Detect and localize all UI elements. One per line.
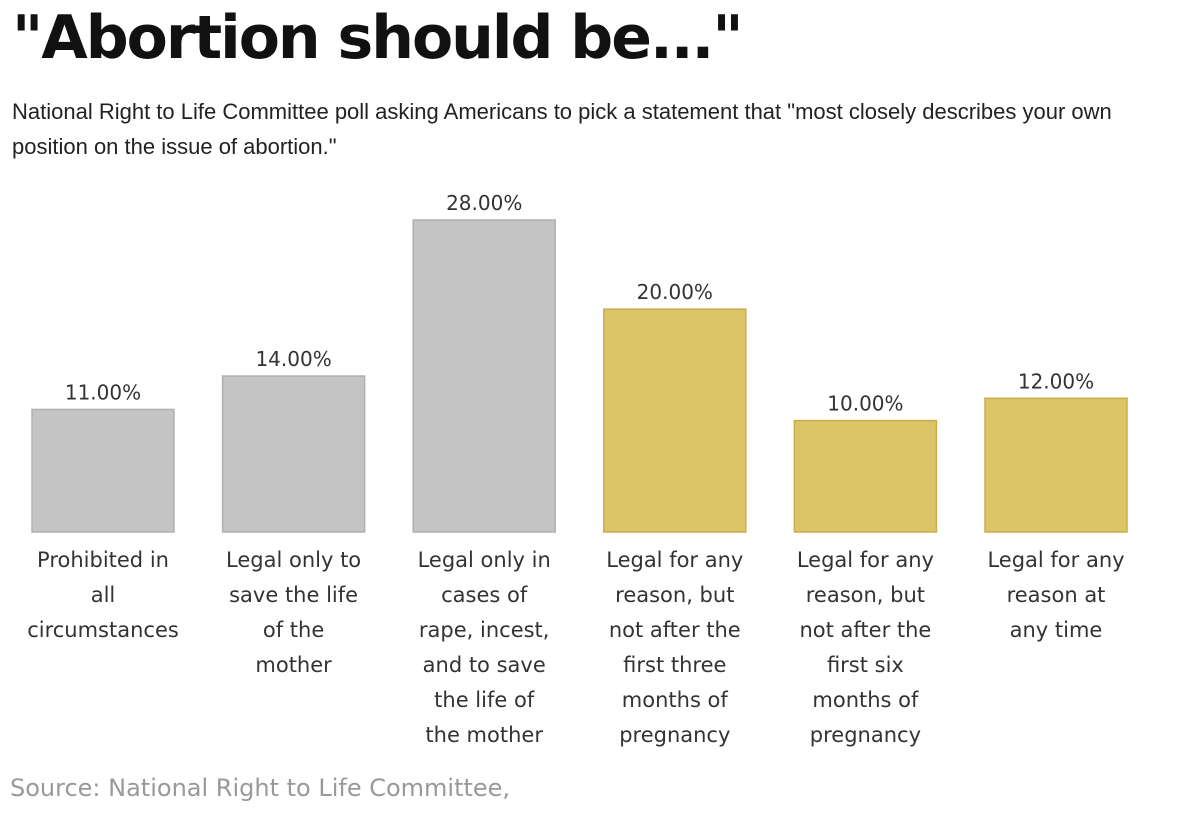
bar-3 (412, 219, 556, 533)
bar-6 (984, 397, 1128, 533)
value-label-4: 20.00% (637, 280, 713, 304)
category-label-1: Prohibited in all circumstances (27, 548, 179, 642)
category-label-3: Legal only in cases of rape, incest, and to… (418, 548, 551, 747)
chart-subtitle: National Right to Life Committee poll as… (12, 99, 1112, 159)
bar-4 (603, 308, 747, 533)
category-label-5: Legal for any reason, but not after the fir… (797, 548, 934, 747)
source-note: Source: National Right to Life Committee… (10, 774, 511, 802)
value-label-5: 10.00% (827, 392, 903, 416)
value-label-1: 11.00% (65, 380, 141, 404)
category-label-2: Legal only to save the life of the mother (226, 548, 361, 677)
category-label-4: Legal for any reason, but not after the fir… (606, 548, 743, 747)
bar-2 (221, 375, 366, 533)
value-label-3: 28.00% (446, 191, 522, 215)
bar-1 (31, 408, 175, 533)
category-label-6: Legal for any reason at any time (987, 548, 1124, 642)
value-label-2: 14.00% (255, 347, 331, 371)
chart-title: "Abortion should be..." (12, 3, 744, 73)
value-label-6: 12.00% (1018, 369, 1094, 393)
bar-chart: 11.00% Prohibited in all circumstances 14.00… (27, 191, 1128, 747)
bar-5 (793, 419, 938, 533)
